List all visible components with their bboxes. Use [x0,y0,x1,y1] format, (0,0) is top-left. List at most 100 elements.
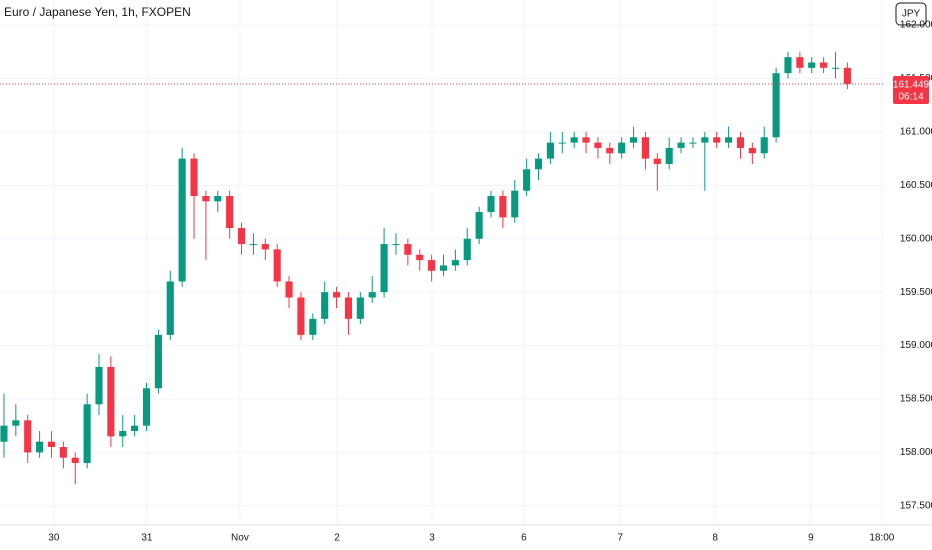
currency-button[interactable] [895,2,927,26]
candle-body [511,190,519,218]
x-tick-label: 18:00 [869,533,894,544]
candle-body [701,137,709,143]
x-tick-label: 7 [617,533,623,544]
candle-body [131,425,139,432]
candle-body [594,142,602,148]
price-tag [893,75,929,104]
x-tick-label: 31 [141,533,153,544]
candle-body [475,212,483,239]
candle-body [499,196,507,218]
candle-body [356,297,364,319]
candle-body [451,260,459,266]
candle-body [629,137,638,143]
x-tick-label: 3 [429,533,435,544]
candle-body [534,158,543,170]
chart-title: Euro / Japanese Yen, 1h, FXOPEN [4,5,191,19]
candle-body [309,318,317,335]
candle-body [214,196,222,202]
y-tick-label: 159.000 [900,340,932,351]
candle-body [333,292,341,298]
price-tag-label: 161.449 [893,80,930,91]
x-tick-label: 30 [48,533,60,544]
candle-body [368,292,376,298]
grid [0,0,885,525]
candle-body [95,366,103,405]
x-tick-label: 2 [334,533,340,544]
candle-body [273,249,281,282]
candle-body [24,420,32,453]
candle-body [736,137,745,148]
candle-body [558,142,566,144]
candle-body [297,297,305,335]
candle-body [119,431,127,437]
candle-body [439,265,448,271]
candle-body [380,244,388,293]
candle-body [748,147,756,154]
candle-body [546,142,554,159]
countdown-label: 06:14 [898,92,923,103]
candle-body [570,137,578,143]
candle-body [677,142,685,148]
y-tick-label: 157.500 [900,500,932,511]
candle-body [71,457,79,464]
candle-body [285,281,293,298]
candle-body [606,147,614,154]
candle-body [689,142,697,144]
candle-body [261,244,269,250]
candle-body [12,420,20,426]
candle-body [618,142,626,154]
candle-body [190,158,198,197]
candle-body [344,297,353,319]
candle-body [760,137,768,154]
candle-body [582,137,590,143]
candle-body [843,67,851,84]
candle-body [725,137,733,143]
candle-body [392,244,400,246]
x-tick-label: 8 [712,533,718,544]
candle-body [428,260,436,271]
candle-body [249,244,257,246]
candle-body [142,388,151,426]
candle-body [653,158,661,164]
candle-body [83,404,91,464]
candle-body [202,196,210,202]
candle-body [154,334,162,389]
candle-body [237,228,246,245]
candle-body [47,441,56,448]
candle-body [178,158,186,282]
y-tick-label: 161.000 [900,127,932,138]
y-tick-label: 162.000 [900,20,932,31]
y-tick-label: 160.500 [900,180,932,191]
y-tick-label: 159.500 [900,287,932,298]
candle-body [226,196,234,229]
candle-body [772,73,780,138]
candles [0,51,851,485]
candle-body [808,62,816,68]
x-tick-label: 9 [808,533,814,544]
candle-body [796,57,804,68]
candle-body [0,425,8,442]
candle-body [107,366,115,437]
candle-body [820,62,828,68]
candle-body [665,147,673,164]
candle-body [59,447,67,458]
x-tick-label: 6 [521,533,527,544]
candle-body [523,169,531,191]
candle-body [36,441,44,453]
y-tick-label: 158.000 [900,447,932,458]
candle-body [784,57,792,74]
x-tick-label: Nov [231,533,249,544]
candle-body [713,137,721,143]
candle-body [166,281,174,335]
currency-label[interactable]: JPY [902,9,921,20]
candle-body [487,196,495,213]
y-tick-label: 160.000 [900,233,932,244]
candle-body [463,238,471,261]
candle-body [404,244,412,255]
candle-body [321,292,329,319]
candle-body [831,67,840,69]
y-tick-label: 158.500 [900,394,932,405]
candle-body [416,254,424,261]
